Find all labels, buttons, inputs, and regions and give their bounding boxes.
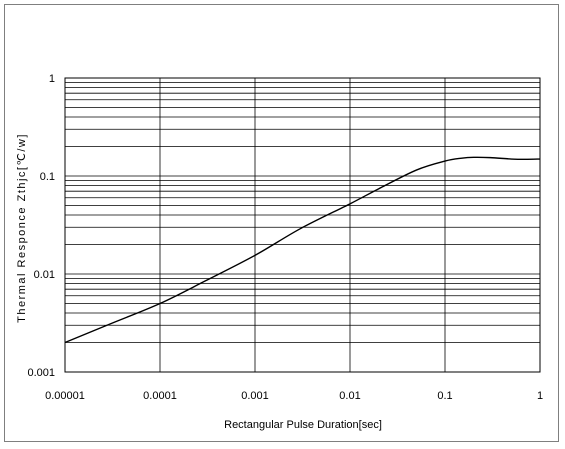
y-tick-label: 1: [49, 73, 55, 85]
y-tick-label: 0.01: [34, 269, 55, 281]
y-tick-label: 0.1: [40, 171, 55, 183]
y-axis-label: Thermal Responce Zthjc[℃/w]: [16, 133, 28, 323]
grid: [65, 78, 540, 373]
x-axis-label: Rectangular Pulse Duration[sec]: [224, 419, 382, 431]
x-tick-label: 0.01: [339, 390, 360, 402]
x-tick-label: 0.1: [437, 390, 452, 402]
x-tick-label: 0.001: [241, 390, 269, 402]
x-tick-label: 1: [537, 390, 543, 402]
x-tick-label: 0.0001: [143, 390, 177, 402]
y-tick-label: 0.001: [27, 367, 55, 379]
plot-area: [64, 77, 541, 373]
series-line: [64, 156, 541, 344]
x-axis-ticks: 0.00001 0.0001 0.001 0.01 0.1 1: [45, 390, 543, 402]
x-tick-label: 0.00001: [45, 390, 85, 402]
y-axis-ticks: 0.001 0.01 0.1 1: [27, 73, 55, 379]
